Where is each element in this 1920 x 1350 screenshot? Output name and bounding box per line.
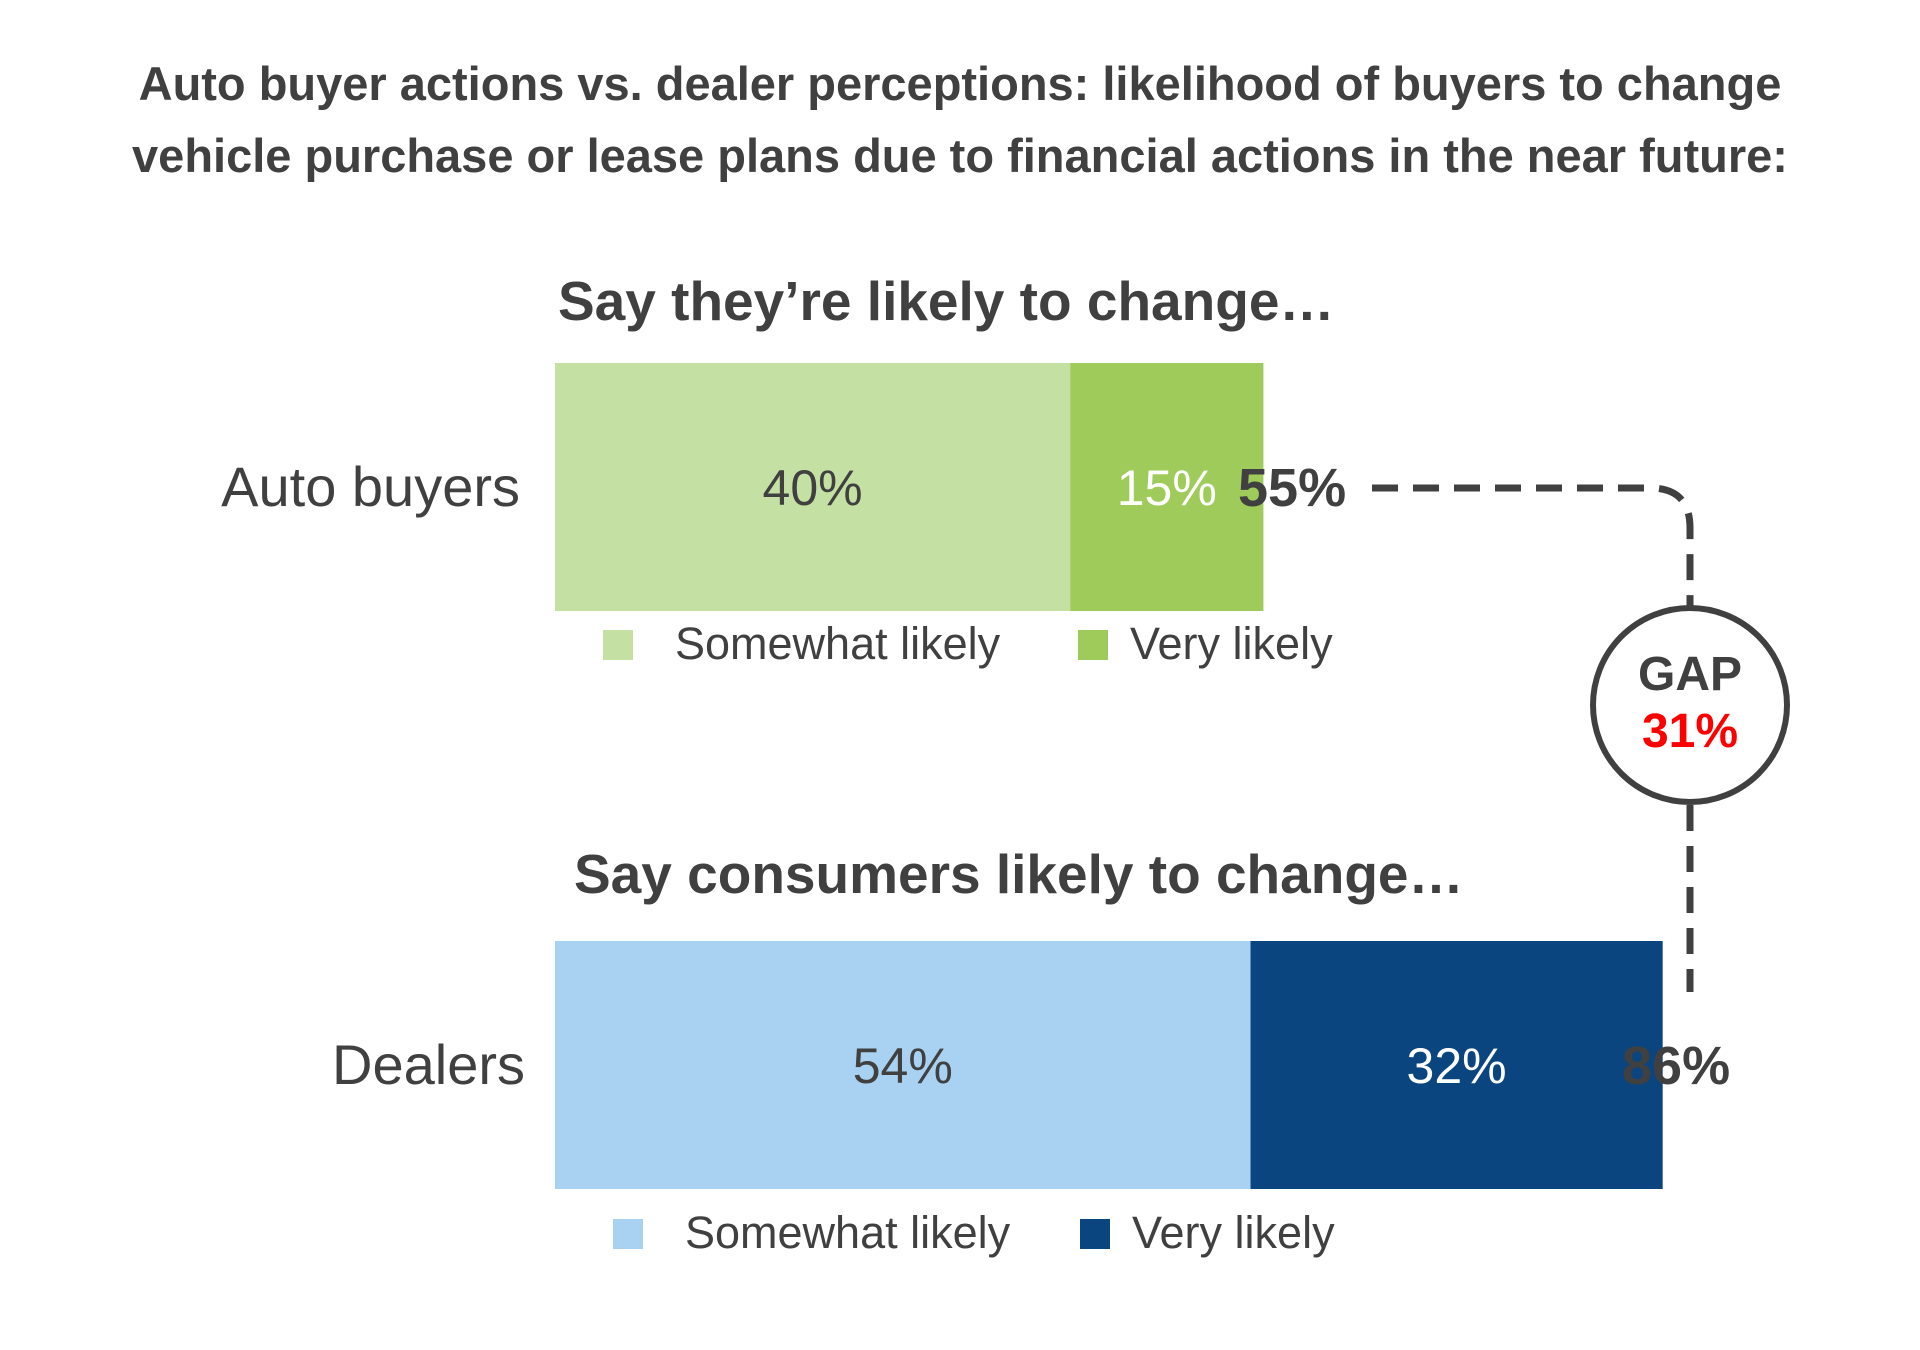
legend-swatch-auto-buyers-somewhat-likely (603, 630, 633, 660)
gap-connector-top (1372, 484, 1694, 608)
gap-label: GAP (1638, 648, 1742, 701)
data-label-auto-buyers-somewhat-likely: 40% (763, 460, 863, 516)
data-label-dealers-somewhat-likely: 54% (853, 1038, 953, 1094)
bar-dealers-very-likely (1250, 941, 1663, 1189)
legend-label-auto-buyers-somewhat-likely: Somewhat likely (675, 618, 1001, 669)
category-label-auto-buyers: Auto buyers (221, 455, 520, 518)
data-label-dealers-very-likely: 32% (1407, 1038, 1507, 1094)
legend-swatch-auto-buyers-very-likely (1078, 630, 1108, 660)
bar-dealers-somewhat-likely (555, 941, 1251, 1189)
legend-label-dealers-somewhat-likely: Somewhat likely (685, 1207, 1011, 1258)
total-label-dealers: 86% (1622, 1036, 1730, 1096)
section-heading-dealers: Say consumers likely to change… (574, 843, 1464, 905)
data-label-auto-buyers-very-likely: 15% (1117, 460, 1217, 516)
chart-title-line-1: Auto buyer actions vs. dealer perception… (138, 57, 1782, 110)
total-label-auto-buyers: 55% (1238, 458, 1346, 518)
legend-swatch-dealers-somewhat-likely (613, 1219, 643, 1249)
chart-title: Auto buyer actions vs. dealer perception… (0, 48, 1920, 192)
bar-auto-buyers-somewhat-likely (555, 363, 1071, 611)
gap-value: 31% (1642, 705, 1738, 758)
legend-swatch-dealers-very-likely (1080, 1219, 1110, 1249)
legend-label-dealers-very-likely: Very likely (1132, 1207, 1335, 1258)
gap-circle (1590, 605, 1790, 805)
chart-title-line-2: vehicle purchase or lease plans due to f… (132, 129, 1788, 182)
section-heading-auto-buyers: Say they’re likely to change… (558, 270, 1334, 332)
category-label-dealers: Dealers (332, 1033, 525, 1096)
bar-auto-buyers-very-likely (1070, 363, 1264, 611)
legend-label-auto-buyers-very-likely: Very likely (1130, 618, 1333, 669)
